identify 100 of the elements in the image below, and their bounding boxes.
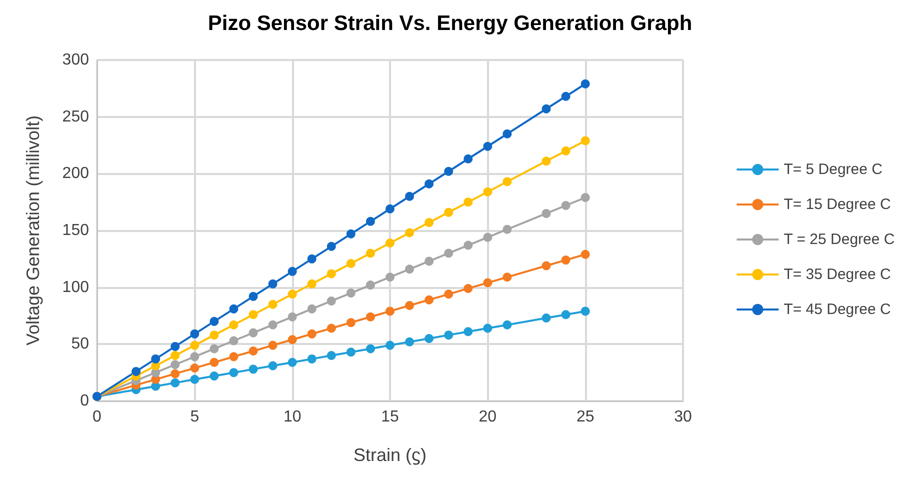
- point: [444, 166, 454, 176]
- point: [229, 304, 238, 314]
- x-tick-label: 5: [190, 408, 200, 426]
- x-tick-label: 20: [478, 408, 497, 426]
- point: [326, 242, 336, 251]
- point: [307, 354, 316, 364]
- y-tick-label: 150: [62, 222, 90, 239]
- point: [346, 229, 356, 238]
- point: [170, 378, 180, 388]
- x-tick-label: 25: [576, 408, 594, 426]
- point: [580, 250, 590, 259]
- point: [405, 228, 414, 238]
- point: [444, 248, 454, 258]
- legend-label: T= 45 Degree C: [784, 301, 891, 318]
- y-tick-label: 200: [62, 165, 90, 182]
- point: [386, 306, 394, 316]
- point: [444, 330, 454, 340]
- point: [561, 310, 570, 320]
- point: [288, 358, 297, 367]
- point: [424, 295, 434, 304]
- point: [248, 346, 258, 356]
- point: [464, 327, 473, 336]
- point: [464, 154, 473, 164]
- chart-title: Pizo Sensor Strain Vs. Energy Generation Graph: [208, 12, 692, 35]
- point: [386, 238, 394, 248]
- point: [424, 218, 434, 228]
- point: [464, 284, 473, 293]
- point: [170, 369, 180, 378]
- point: [229, 320, 238, 330]
- point: [288, 312, 297, 322]
- x-tick-label: 30: [674, 408, 692, 426]
- point: [229, 336, 238, 346]
- point: [229, 352, 238, 362]
- point: [190, 374, 200, 384]
- point: [366, 312, 375, 322]
- point: [170, 351, 180, 360]
- point: [502, 272, 512, 282]
- point: [170, 360, 180, 370]
- point: [483, 278, 492, 288]
- point: [268, 361, 278, 370]
- point: [326, 324, 336, 333]
- point: [542, 314, 551, 323]
- point: [483, 187, 492, 196]
- point: [386, 204, 394, 214]
- point: [307, 279, 316, 288]
- point: [210, 358, 219, 367]
- point: [210, 316, 219, 326]
- point: [268, 340, 278, 350]
- y-tick-label: 250: [62, 108, 90, 126]
- point: [132, 366, 141, 376]
- legend-label: T= 35 Degree C: [784, 266, 891, 283]
- point: [190, 340, 200, 350]
- point: [326, 269, 336, 278]
- point: [288, 335, 297, 344]
- point: [483, 324, 492, 333]
- point: [268, 279, 278, 288]
- point: [288, 266, 297, 276]
- point: [346, 318, 356, 328]
- point: [366, 280, 375, 290]
- point: [366, 344, 375, 354]
- point: [288, 290, 297, 299]
- point: [248, 328, 258, 338]
- point: [307, 254, 316, 264]
- point: [248, 364, 258, 374]
- point: [386, 272, 394, 282]
- point: [502, 320, 512, 330]
- y-tick-label: 300: [62, 52, 90, 68]
- y-tick-label: 50: [71, 336, 90, 353]
- point: [248, 292, 258, 301]
- point: [483, 232, 492, 242]
- x-tick-label: 10: [283, 408, 302, 426]
- point: [580, 136, 590, 146]
- point: [580, 79, 590, 88]
- point: [580, 306, 590, 316]
- point: [561, 200, 570, 210]
- point: [483, 142, 492, 151]
- point: [190, 352, 200, 362]
- legend-label: T= 5 Degree C: [784, 161, 883, 178]
- point: [542, 261, 551, 270]
- point: [561, 92, 570, 101]
- point: [307, 304, 316, 314]
- y-axis-title: Voltage Generation (millivolt): [23, 115, 43, 346]
- point: [561, 256, 570, 265]
- legend-label: T= 15 Degree C: [784, 196, 891, 213]
- point: [386, 340, 394, 350]
- x-axis-title: Strain (ϛ): [353, 445, 427, 465]
- point: [424, 179, 434, 188]
- point: [326, 351, 336, 360]
- point: [464, 198, 473, 207]
- point: [424, 256, 434, 266]
- point: [229, 368, 238, 378]
- point: [502, 177, 512, 186]
- point: [190, 329, 200, 338]
- point: [190, 364, 200, 373]
- point: [464, 240, 473, 250]
- y-tick-label: 100: [62, 278, 90, 296]
- point: [542, 156, 551, 166]
- point: [366, 216, 375, 226]
- x-tick-label: 0: [92, 408, 102, 426]
- point: [502, 129, 512, 138]
